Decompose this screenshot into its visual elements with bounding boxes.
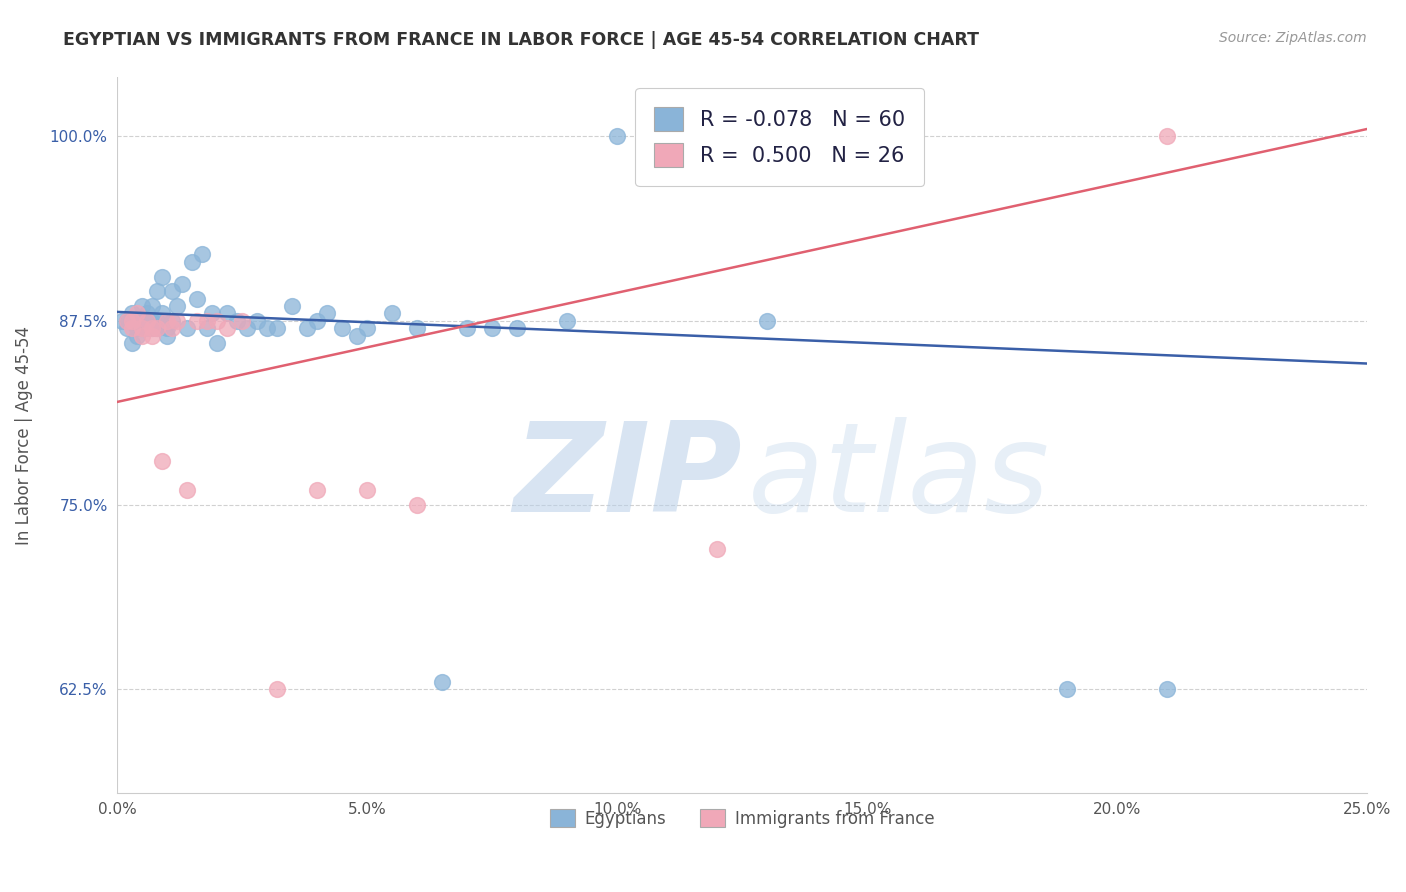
Point bbox=[217, 321, 239, 335]
Point bbox=[111, 314, 134, 328]
Point bbox=[150, 269, 173, 284]
Point bbox=[166, 299, 188, 313]
Point bbox=[281, 299, 304, 313]
Point bbox=[1056, 682, 1078, 697]
Point bbox=[195, 314, 218, 328]
Point bbox=[191, 247, 214, 261]
Point bbox=[150, 454, 173, 468]
Point bbox=[121, 314, 143, 328]
Point bbox=[432, 675, 454, 690]
Point bbox=[127, 321, 149, 335]
Point bbox=[156, 328, 179, 343]
Y-axis label: In Labor Force | Age 45-54: In Labor Force | Age 45-54 bbox=[15, 326, 32, 544]
Point bbox=[356, 483, 378, 498]
Point bbox=[297, 321, 319, 335]
Point bbox=[166, 314, 188, 328]
Point bbox=[406, 498, 429, 512]
Point bbox=[117, 314, 139, 328]
Point bbox=[136, 314, 159, 328]
Point bbox=[127, 306, 149, 320]
Point bbox=[141, 321, 163, 335]
Point bbox=[316, 306, 339, 320]
Point bbox=[406, 321, 429, 335]
Text: atlas: atlas bbox=[748, 417, 1050, 539]
Point bbox=[141, 314, 163, 328]
Point bbox=[346, 328, 368, 343]
Point bbox=[330, 321, 353, 335]
Point bbox=[117, 321, 139, 335]
Point bbox=[136, 306, 159, 320]
Point bbox=[146, 321, 169, 335]
Point bbox=[176, 483, 198, 498]
Point bbox=[756, 314, 779, 328]
Point bbox=[256, 321, 278, 335]
Point bbox=[176, 321, 198, 335]
Point bbox=[172, 277, 194, 291]
Point bbox=[207, 335, 229, 350]
Point bbox=[156, 321, 179, 335]
Point bbox=[121, 335, 143, 350]
Point bbox=[127, 314, 149, 328]
Point bbox=[236, 321, 259, 335]
Point bbox=[150, 306, 173, 320]
Point bbox=[121, 314, 143, 328]
Point bbox=[146, 321, 169, 335]
Point bbox=[506, 321, 529, 335]
Point bbox=[141, 321, 163, 335]
Point bbox=[131, 328, 153, 343]
Text: Source: ZipAtlas.com: Source: ZipAtlas.com bbox=[1219, 31, 1367, 45]
Point bbox=[307, 483, 329, 498]
Point bbox=[162, 321, 184, 335]
Point bbox=[146, 314, 169, 328]
Point bbox=[1156, 129, 1178, 144]
Text: ZIP: ZIP bbox=[513, 417, 742, 539]
Point bbox=[117, 314, 139, 328]
Point bbox=[141, 299, 163, 313]
Point bbox=[131, 299, 153, 313]
Point bbox=[121, 321, 143, 335]
Point bbox=[266, 321, 288, 335]
Point bbox=[131, 314, 153, 328]
Point bbox=[162, 314, 184, 328]
Point bbox=[356, 321, 378, 335]
Point bbox=[706, 542, 728, 557]
Point bbox=[195, 321, 218, 335]
Point bbox=[456, 321, 478, 335]
Point bbox=[1156, 682, 1178, 697]
Point bbox=[127, 328, 149, 343]
Point bbox=[162, 285, 184, 299]
Point bbox=[381, 306, 404, 320]
Point bbox=[246, 314, 269, 328]
Text: EGYPTIAN VS IMMIGRANTS FROM FRANCE IN LABOR FORCE | AGE 45-54 CORRELATION CHART: EGYPTIAN VS IMMIGRANTS FROM FRANCE IN LA… bbox=[63, 31, 979, 49]
Point bbox=[307, 314, 329, 328]
Point bbox=[141, 328, 163, 343]
Point bbox=[131, 321, 153, 335]
Point bbox=[555, 314, 578, 328]
Point bbox=[207, 314, 229, 328]
Point bbox=[186, 314, 208, 328]
Point bbox=[136, 321, 159, 335]
Point bbox=[121, 306, 143, 320]
Point bbox=[481, 321, 503, 335]
Point bbox=[131, 321, 153, 335]
Legend: Egyptians, Immigrants from France: Egyptians, Immigrants from France bbox=[543, 803, 941, 834]
Point bbox=[181, 254, 204, 268]
Point bbox=[226, 314, 249, 328]
Point bbox=[156, 314, 179, 328]
Point bbox=[186, 292, 208, 306]
Point bbox=[201, 306, 224, 320]
Point bbox=[266, 682, 288, 697]
Point bbox=[606, 129, 628, 144]
Point bbox=[217, 306, 239, 320]
Point bbox=[231, 314, 253, 328]
Point bbox=[146, 285, 169, 299]
Point bbox=[136, 314, 159, 328]
